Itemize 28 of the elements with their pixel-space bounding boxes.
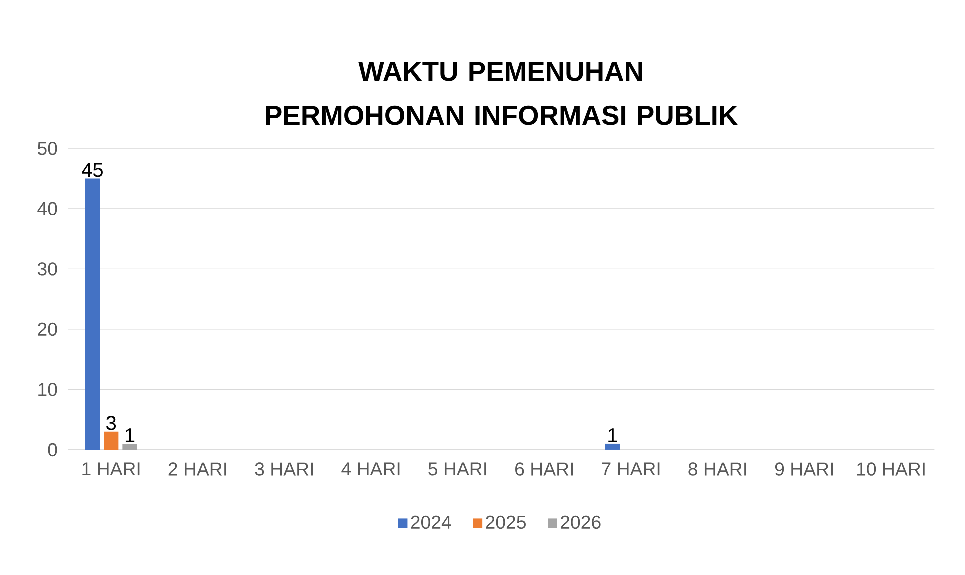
data-label: 45 [82,163,103,178]
legend-label: 2024 [411,516,452,530]
y-tick-label: 30 [38,262,58,276]
bar [104,432,119,450]
x-tick-label: 4 HARI [342,462,400,476]
x-tick-label: 7 HARI [602,462,660,476]
x-tick-label: 10 HARI [857,462,925,476]
y-tick-label: 20 [38,322,58,336]
bar [605,444,620,450]
y-tick-label: 10 [38,383,58,396]
x-tick-label: 1 HARI [82,462,140,476]
bar [85,178,100,450]
data-label: 1 [126,428,135,442]
y-tick-label: 40 [38,202,58,216]
x-tick-label: 8 HARI [688,462,746,476]
y-tick-label: 0 [48,443,58,457]
bar [122,444,138,450]
x-tick-label: 5 HARI [428,462,486,476]
x-tick-label: 2 HARI [168,462,226,476]
data-label: 3 [106,416,116,430]
legend-label: 2026 [561,516,601,530]
data-label: 1 [608,428,618,442]
legend-label: 2025 [486,516,526,530]
x-tick-label: 9 HARI [775,462,833,476]
x-tick-label: 3 HARI [255,462,314,476]
chart-title: WAKTU PEMENUHAN PERMOHONAN INFORMASI PUBLIK [266,62,738,126]
x-tick-label: 6 HARI [516,462,574,476]
y-tick-label: 50 [38,142,58,156]
